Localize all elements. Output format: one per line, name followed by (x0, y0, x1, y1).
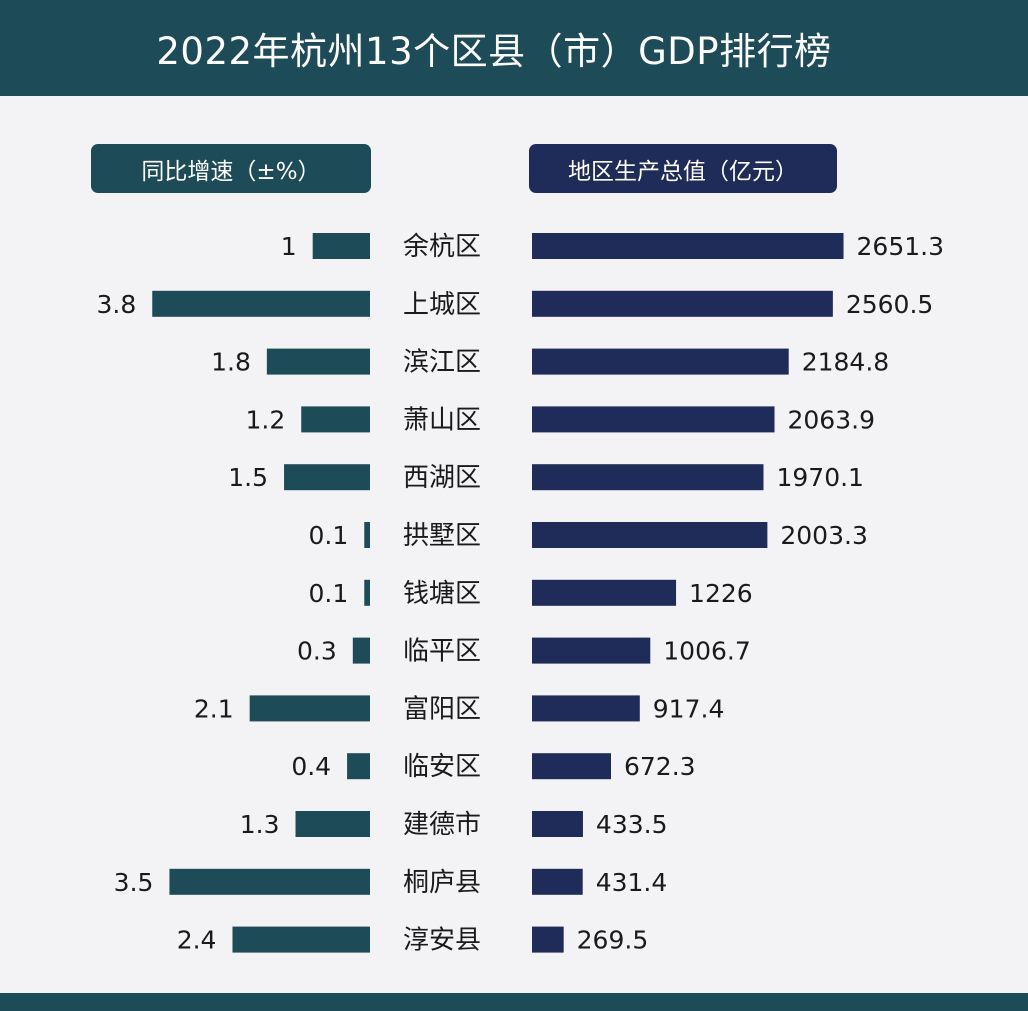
gdp-value-label: 269.5 (577, 926, 649, 955)
gdp-value-label: 917.4 (653, 694, 725, 723)
gdp-bar (532, 233, 844, 259)
gdp-bar (532, 290, 833, 317)
growth-bar (364, 522, 370, 548)
category-label: 上城区 (403, 290, 481, 320)
growth-value-label: 3.5 (114, 868, 154, 897)
gdp-bar (532, 464, 764, 491)
gdp-value-label: 2560.5 (846, 290, 933, 319)
gdp-value-label: 2003.3 (780, 521, 867, 550)
page-title: 2022年杭州13个区县（市）GDP排行榜 (156, 30, 832, 73)
gdp-bar (532, 348, 789, 375)
growth-value-label: 0.1 (309, 579, 349, 608)
gdp-value-label: 431.4 (596, 868, 668, 897)
growth-value-label: 1.8 (211, 348, 251, 377)
growth-bar (266, 348, 370, 375)
growth-value-label: 2.4 (177, 926, 217, 955)
gdp-value-label: 672.3 (624, 752, 696, 781)
growth-bar (249, 695, 370, 722)
growth-value-label: 1.5 (228, 463, 268, 492)
gdp-bar (532, 406, 775, 433)
footer-bar (0, 993, 1028, 1011)
gdp-bar (532, 579, 677, 606)
gdp-value-label: 2651.3 (857, 232, 944, 261)
growth-value-label: 1.3 (240, 810, 280, 839)
header-bar: 2022年杭州13个区县（市）GDP排行榜 (0, 0, 1028, 96)
gdp-value-label: 433.5 (596, 810, 668, 839)
growth-bar (152, 290, 370, 317)
growth-value-label: 1.2 (245, 405, 285, 434)
gdp-bar (532, 753, 611, 780)
gdp-bar (532, 926, 564, 953)
gdp-bar (532, 868, 583, 895)
gdp-bar (532, 522, 768, 548)
growth-bar (312, 233, 370, 259)
category-label: 余杭区 (403, 232, 481, 262)
category-label: 桐庐县 (403, 868, 481, 898)
growth-bar (347, 753, 370, 780)
category-label: 滨江区 (403, 348, 481, 378)
gdp-bar (532, 695, 640, 722)
gdp-value-label: 1226 (689, 579, 753, 608)
gdp-bar (532, 637, 651, 664)
growth-bar (232, 926, 370, 953)
gdp-legend: 地区生产总值（亿元） (529, 144, 837, 193)
category-label: 富阳区 (403, 694, 481, 724)
category-label: 临平区 (403, 637, 481, 667)
gdp-value-label: 1970.1 (776, 463, 863, 492)
growth-bar (284, 464, 370, 491)
growth-value-label: 0.4 (291, 752, 331, 781)
category-label: 建德市 (403, 810, 481, 840)
gdp-value-label: 2063.9 (788, 405, 875, 434)
growth-bar (301, 406, 370, 433)
growth-value-label: 2.1 (194, 694, 234, 723)
category-label: 西湖区 (403, 463, 481, 493)
gdp-bar (532, 811, 583, 837)
growth-bar (295, 811, 370, 837)
growth-value-label: 3.8 (96, 290, 136, 319)
growth-bar (352, 637, 370, 664)
category-label: 萧山区 (403, 405, 481, 435)
category-label: 拱墅区 (403, 521, 481, 551)
gdp-value-label: 2184.8 (802, 348, 889, 377)
growth-bar (169, 868, 370, 895)
growth-rate-legend: 同比增速（±%） (91, 144, 371, 193)
category-label: 临安区 (403, 752, 481, 782)
category-label: 钱塘区 (403, 579, 481, 609)
growth-value-label: 0.3 (297, 637, 337, 666)
gdp-value-label: 1006.7 (663, 637, 750, 666)
growth-bar (364, 579, 370, 606)
category-label: 淳安县 (403, 926, 481, 956)
growth-value-label: 0.1 (309, 521, 349, 550)
growth-value-label: 1 (281, 232, 297, 261)
